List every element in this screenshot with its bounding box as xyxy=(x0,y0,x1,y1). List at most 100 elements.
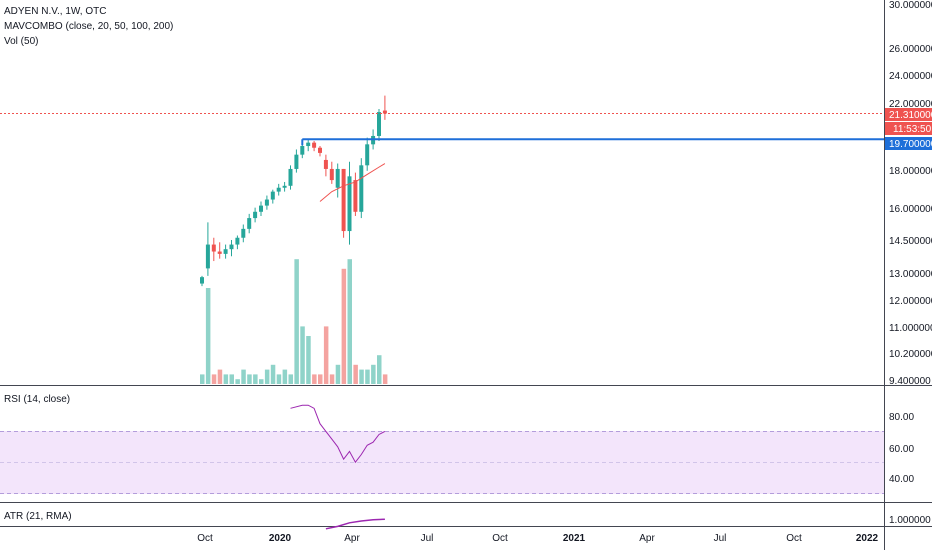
volume-bar xyxy=(264,369,270,384)
candle-body[interactable] xyxy=(312,142,317,148)
time-label: Jul xyxy=(714,533,727,544)
time-label: 2020 xyxy=(269,533,292,544)
rsi-axis[interactable]: 80.00 60.00 40.00 xyxy=(889,412,914,485)
candle-body[interactable] xyxy=(211,244,216,252)
candle-body[interactable] xyxy=(241,228,246,238)
candle-body[interactable] xyxy=(217,251,222,254)
volume-bar xyxy=(294,259,299,384)
candle-body[interactable] xyxy=(270,191,275,200)
time-label: 2022 xyxy=(856,533,879,544)
candle-body[interactable] xyxy=(335,168,340,188)
legend-atr[interactable]: ATR (21, RMA) xyxy=(4,511,72,522)
candle-body[interactable] xyxy=(359,165,364,212)
volume-bar xyxy=(288,374,293,384)
candle-body[interactable] xyxy=(253,211,258,219)
price-tick: 30.000000 xyxy=(889,0,932,11)
volume-bar xyxy=(318,374,323,384)
time-label: Oct xyxy=(492,533,508,544)
candle-body[interactable] xyxy=(247,218,252,229)
candle-body[interactable] xyxy=(229,244,234,250)
rsi-tick: 80.00 xyxy=(889,412,914,423)
volume-bar xyxy=(211,374,217,384)
candle-body[interactable] xyxy=(282,185,287,188)
atr-tick: 1.000000 xyxy=(889,515,931,526)
candle-body[interactable] xyxy=(294,154,299,169)
volume-bar xyxy=(200,374,205,384)
candle-body[interactable] xyxy=(329,168,334,181)
volume-bar xyxy=(347,259,352,384)
last-price-tag-bg xyxy=(885,108,932,121)
price-tick: 12.000000 xyxy=(889,296,932,307)
candle-body[interactable] xyxy=(300,146,305,155)
volume-bar xyxy=(382,374,388,384)
time-label: Oct xyxy=(197,533,213,544)
candle-body[interactable] xyxy=(323,159,328,169)
candle-body[interactable] xyxy=(264,199,269,206)
volume-bar xyxy=(353,364,358,384)
volume-bar xyxy=(241,369,246,384)
legend-rsi[interactable]: RSI (14, close) xyxy=(4,394,70,405)
candle-body[interactable] xyxy=(288,168,293,186)
level-tag[interactable]: 19.700000 xyxy=(885,137,932,150)
candle-body[interactable] xyxy=(223,249,228,254)
time-label: Apr xyxy=(344,533,360,544)
level-tag-bg xyxy=(885,137,932,150)
atr-axis[interactable]: 1.000000 xyxy=(889,515,931,526)
price-axis[interactable]: 30.000000 26.000000 24.000000 22.000000 … xyxy=(889,0,932,387)
price-tick: 18.000000 xyxy=(889,166,932,177)
volume-bar xyxy=(253,374,258,384)
price-tick: 13.000000 xyxy=(889,269,932,280)
price-tick: 9.400000 xyxy=(889,376,931,387)
candle-body[interactable] xyxy=(318,147,322,153)
volume-bar xyxy=(341,268,347,384)
time-axis[interactable]: Oct 2020 Apr Jul Oct 2021 Apr Jul Oct 20… xyxy=(197,533,878,544)
last-price-tag: 21.310000 11:53:50 xyxy=(885,108,932,135)
price-tick: 16.000000 xyxy=(889,204,932,215)
candle-body[interactable] xyxy=(205,244,210,269)
volume-bar xyxy=(329,374,335,384)
price-tick: 26.000000 xyxy=(889,44,932,55)
legend-mavcombo[interactable]: MAVCOMBO (close, 20, 50, 100, 200) xyxy=(4,21,173,32)
rsi-line xyxy=(290,404,386,464)
volume-bar xyxy=(312,374,317,384)
moving-average-line xyxy=(319,163,386,202)
time-label: Apr xyxy=(639,533,655,544)
rsi-tick: 40.00 xyxy=(889,474,914,485)
legend-volume[interactable]: Vol (50) xyxy=(4,36,38,47)
candle-body[interactable] xyxy=(365,144,370,166)
volume-bar xyxy=(371,364,376,384)
legend-symbol: ADYEN N.V., 1W, OTC xyxy=(4,6,106,17)
candle-body[interactable] xyxy=(377,112,381,136)
candle-body[interactable] xyxy=(235,237,240,245)
price-tick: 11.000000 xyxy=(889,323,932,334)
candle-body[interactable] xyxy=(200,277,204,284)
price-tick: 24.000000 xyxy=(889,71,932,82)
rsi-tick: 60.00 xyxy=(889,444,914,455)
volume-bar xyxy=(270,364,276,384)
candle-body[interactable] xyxy=(382,110,387,114)
volume-bar xyxy=(377,355,382,384)
volume-bar xyxy=(282,369,288,384)
level-value: 19.700000 xyxy=(889,139,932,150)
atr-line xyxy=(325,518,385,530)
candles[interactable] xyxy=(200,95,387,287)
countdown-value: 11:53:50 xyxy=(893,124,932,135)
time-label: Oct xyxy=(786,533,802,544)
volume-bar xyxy=(300,326,305,384)
volume-bar xyxy=(205,288,211,384)
last-price-value: 21.310000 xyxy=(889,110,932,121)
volume-bar xyxy=(259,379,264,384)
price-tick: 14.500000 xyxy=(889,236,932,247)
indicator-lines xyxy=(290,163,386,530)
volume-bars xyxy=(200,259,388,384)
candle-body[interactable] xyxy=(306,142,311,147)
candle-body[interactable] xyxy=(353,180,358,212)
candle-body[interactable] xyxy=(341,168,346,232)
volume-bar xyxy=(247,374,252,384)
candle-body[interactable] xyxy=(347,176,352,232)
candle-body[interactable] xyxy=(276,187,281,192)
volume-bar xyxy=(335,364,341,384)
candle-body[interactable] xyxy=(259,205,263,212)
